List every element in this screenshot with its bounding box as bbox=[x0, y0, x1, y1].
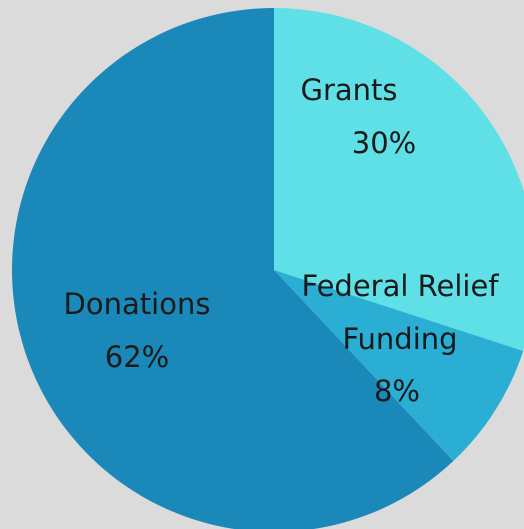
slice-label-grants: Grants bbox=[300, 73, 397, 107]
pie-slice-grants bbox=[274, 8, 524, 351]
slice-value-grants: 30% bbox=[352, 126, 416, 160]
slice-label-federal-relief-funding: Federal Relief Funding bbox=[301, 269, 499, 356]
slice-label-donations: Donations bbox=[64, 287, 211, 321]
pie-slice-federal-relief-funding bbox=[274, 270, 524, 461]
slice-value-donations: 62% bbox=[105, 340, 169, 374]
slice-value-federal-relief-funding: 8% bbox=[374, 374, 420, 408]
pie-slice-donations bbox=[12, 8, 454, 529]
pie-slices bbox=[12, 8, 524, 529]
